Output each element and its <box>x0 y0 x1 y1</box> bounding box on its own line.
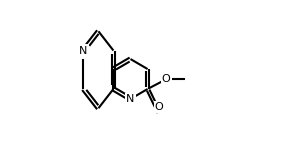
Text: N: N <box>79 46 88 56</box>
Text: O: O <box>155 102 163 112</box>
Text: O: O <box>162 74 170 84</box>
Text: N: N <box>126 94 135 104</box>
